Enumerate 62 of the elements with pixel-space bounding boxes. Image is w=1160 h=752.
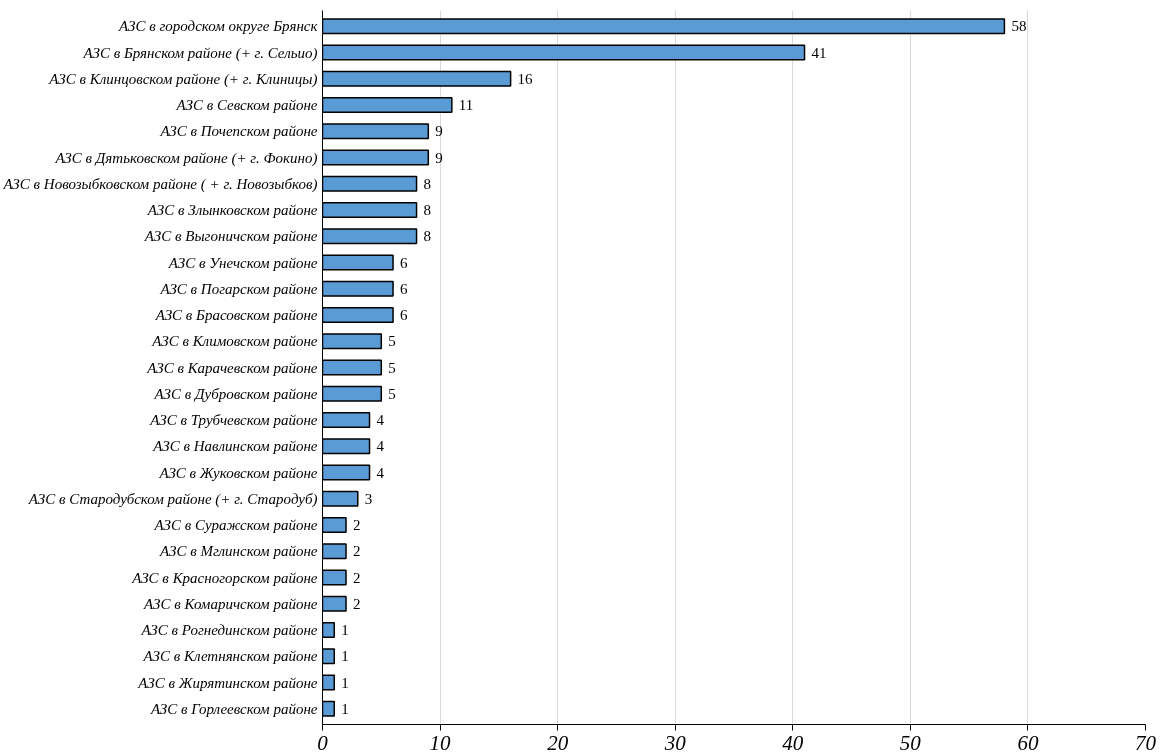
data-label: 4 xyxy=(376,438,385,455)
x-tick-label: 70 xyxy=(1135,730,1157,752)
y-tick-label: АЗС в Новозыбковском районе ( + г. Новозыбков) xyxy=(2,175,318,193)
data-label: 4 xyxy=(376,464,385,481)
data-label: 2 xyxy=(353,569,361,586)
data-label: 1 xyxy=(341,622,349,638)
y-tick-label: АЗС в Выгоничском районе xyxy=(143,228,318,245)
data-label: 8 xyxy=(423,175,432,192)
y-tick-label: АЗС в Клинцовском районе (+ г. Клиницы) xyxy=(48,70,318,88)
y-tick-label: АЗС в Погарском районе xyxy=(159,280,318,297)
data-label: 8 xyxy=(423,202,432,218)
y-tick-label: АЗС в Клетнянском районе xyxy=(142,648,318,665)
x-tick-label: 30 xyxy=(663,730,687,752)
data-label: 41 xyxy=(811,44,827,61)
data-label: 2 xyxy=(353,595,361,612)
y-tick-label: АЗС в Климовском районе xyxy=(151,333,318,350)
y-tick-label: АЗС в Рогнединском районе xyxy=(140,622,318,638)
y-tick-label: АЗС в Почепском районе xyxy=(159,123,318,140)
y-tick-label: АЗС в Жуковском районе xyxy=(158,464,318,481)
data-label: 1 xyxy=(341,674,349,691)
x-tick-label: 10 xyxy=(429,730,452,752)
data-label: 4 xyxy=(376,412,385,428)
y-tick-label: АЗС в Комаричском районе xyxy=(143,595,318,612)
data-label: 9 xyxy=(435,149,443,166)
y-tick-label: АЗС в Злынковском районе xyxy=(146,202,318,218)
data-label: 16 xyxy=(517,70,534,87)
x-tick-label: 50 xyxy=(899,730,922,752)
y-tick-label: АЗС в Мглинском районе xyxy=(159,543,318,560)
data-label: 6 xyxy=(400,307,409,323)
data-label: 6 xyxy=(400,254,409,271)
y-tick-label: АЗС в Стародубском районе (+ г. Стародуб) xyxy=(27,490,318,508)
data-label: 5 xyxy=(388,333,396,350)
y-tick-label: АЗС в Карачевском районе xyxy=(146,359,318,376)
y-tick-label: АЗС в Суражском районе xyxy=(153,517,318,533)
data-label: 5 xyxy=(388,385,396,402)
data-label: 5 xyxy=(388,359,396,376)
y-tick-label: АЗС в Навлинском районе xyxy=(152,438,318,455)
y-tick-label: АЗС в Трубчевском районе xyxy=(149,412,318,428)
data-label: 3 xyxy=(364,490,373,507)
y-tick-label: АЗС в Горлеевском районе xyxy=(149,700,318,717)
y-tick-label: АЗС в Дятьковском районе (+ г. Фокино) xyxy=(54,149,318,167)
y-tick-label: АЗС в Дубровском районе xyxy=(153,385,318,402)
x-tick-label: 0 xyxy=(317,730,329,752)
x-tick-label: 60 xyxy=(1017,730,1039,752)
x-tick-label: 40 xyxy=(782,730,804,752)
data-label: 1 xyxy=(341,648,349,665)
x-tick-label: 20 xyxy=(547,730,569,752)
y-tick-label: АЗС в Жирятинском районе xyxy=(137,674,318,691)
data-label: 6 xyxy=(400,280,409,297)
data-label: 9 xyxy=(435,123,443,140)
data-label: 2 xyxy=(353,517,361,533)
y-tick-label: АЗС в Севском районе xyxy=(175,97,318,113)
y-tick-label: АЗС в Красногорском районе xyxy=(131,569,318,586)
y-tick-label: АЗС в Брянском районе (+ г. Сельио) xyxy=(82,44,318,62)
data-label: 8 xyxy=(423,228,432,245)
data-label: 58 xyxy=(1011,18,1027,35)
data-label: 1 xyxy=(341,700,349,717)
data-label: 2 xyxy=(353,543,361,560)
y-tick-label: АЗС в Брасовском районе xyxy=(154,307,318,323)
y-tick-label: АЗС в Унечском районе xyxy=(167,254,318,271)
y-tick-label: АЗС в городском округе Брянск xyxy=(118,18,319,35)
data-label: 11 xyxy=(458,97,474,113)
